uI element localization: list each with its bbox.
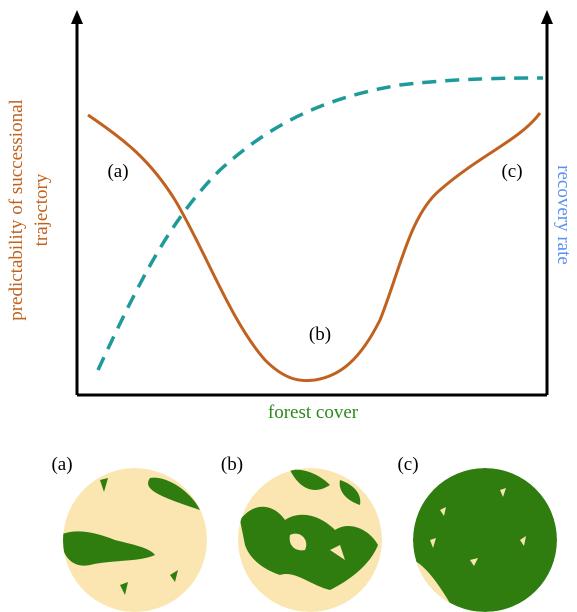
curve-label: (b) bbox=[309, 324, 331, 345]
curve-label: (a) bbox=[107, 161, 128, 182]
forest-map bbox=[60, 468, 207, 612]
panel-label: (c) bbox=[397, 454, 418, 475]
y-label: predictability of successional bbox=[6, 99, 27, 321]
panel-label: (a) bbox=[51, 454, 72, 475]
diagram: predictability of successional trajector… bbox=[0, 0, 577, 612]
page: predictability of successional trajector… bbox=[0, 0, 577, 612]
forest-map bbox=[413, 468, 557, 612]
panel-label: (b) bbox=[221, 454, 243, 475]
forest-map bbox=[238, 468, 382, 612]
arrow bbox=[71, 10, 83, 24]
y-label: trajectory bbox=[31, 173, 52, 246]
x-label: forest cover bbox=[268, 402, 359, 423]
curve-label: (c) bbox=[501, 161, 522, 182]
y2-label: recovery rate bbox=[553, 165, 574, 265]
arrow bbox=[541, 10, 553, 24]
